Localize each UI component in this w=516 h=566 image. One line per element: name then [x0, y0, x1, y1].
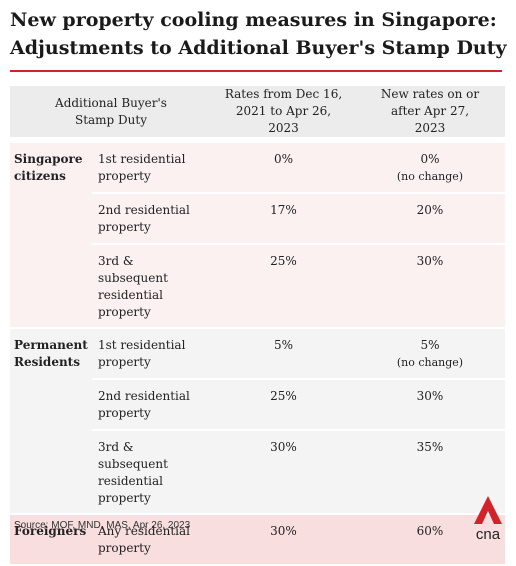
note: (no change) [396, 170, 464, 183]
logo-mark [474, 496, 502, 524]
old-rate: 17% [212, 193, 355, 245]
new-rate-value: 5% [420, 338, 440, 352]
property: 3rd & subsequent residential property [92, 244, 212, 329]
page: New property cooling measures in Singapo… [10, 6, 510, 566]
new-rate: 30% [355, 244, 505, 329]
new-rate-value: 0% [420, 152, 440, 166]
note: (no change) [396, 356, 464, 369]
group-label: Permanent Residents [10, 328, 92, 515]
property: 1st residential property [92, 328, 212, 380]
table: Additional Buyer's Stamp Duty Rates from… [10, 86, 505, 566]
column-header: Rates from Dec 16, 2021 to Apr 26, 2023 [212, 86, 355, 143]
logo: cna [474, 496, 502, 543]
new-rate: 20% [355, 193, 505, 245]
header-row: Additional Buyer's Stamp Duty Rates from… [10, 86, 505, 143]
new-rate: 30% [355, 379, 505, 431]
old-rate: 0% [212, 140, 355, 194]
property: 2nd residential property [92, 193, 212, 245]
new-rate: 35% [355, 430, 505, 515]
new-rate-value: 30% [416, 254, 444, 268]
old-rate: 30% [212, 514, 355, 566]
old-rate: 25% [212, 379, 355, 431]
column-header: New rates on or after Apr 27, 2023 [355, 86, 505, 143]
new-rate-value: 30% [416, 389, 444, 403]
row: 2nd residential property 17% 20% [10, 193, 505, 245]
property: 1st residential property [92, 140, 212, 194]
new-rate-value: 20% [416, 203, 444, 217]
new-rate-value: 35% [416, 440, 444, 454]
old-rate: 30% [212, 430, 355, 515]
old-rate: 25% [212, 244, 355, 329]
row: 3rd & subsequent residential property 25%… [10, 244, 505, 329]
title-rule [10, 70, 502, 72]
group-label: Singapore citizens [10, 140, 92, 329]
new-rate-value: 60% [416, 524, 444, 538]
row: 3rd & subsequent residential property 30%… [10, 430, 505, 515]
new-rate: 0% (no change) [355, 140, 505, 194]
title-line: Adjustments to Additional Buyer's Stamp … [10, 37, 507, 59]
title-line: New property cooling measures in Singapo… [10, 9, 497, 31]
row: Singapore citizens 1st residential proper… [10, 140, 505, 329]
row: Permanent Residents 1st residential prope… [10, 328, 505, 515]
row: 2nd residential property 25% 30% [10, 379, 505, 431]
property: 3rd & subsequent residential property [92, 430, 212, 515]
source: Source: MOF, MND, MAS, Apr 26, 2023 [14, 520, 191, 531]
column-header: Additional Buyer's Stamp Duty [10, 86, 212, 143]
logo-text: cna [476, 526, 501, 543]
title: New property cooling measures in Singapo… [10, 6, 510, 62]
property: 2nd residential property [92, 379, 212, 431]
old-rate: 5% [212, 328, 355, 380]
new-rate: 5% (no change) [355, 328, 505, 380]
